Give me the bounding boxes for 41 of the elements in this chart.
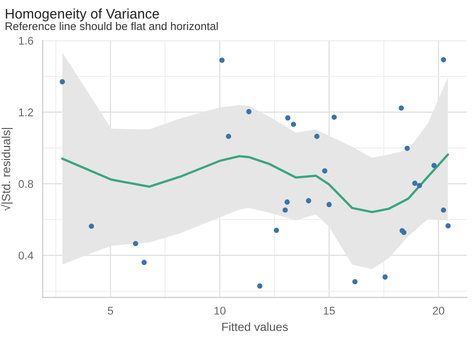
point	[440, 207, 446, 213]
point	[412, 180, 418, 186]
y-tick-label: 0.4	[18, 252, 34, 260]
point	[382, 274, 388, 280]
x-tick-label: 15	[324, 306, 335, 315]
point	[219, 58, 225, 63]
point	[322, 168, 328, 174]
point	[404, 146, 410, 151]
x-axis-title: Fitted values	[222, 322, 288, 332]
point	[142, 260, 147, 265]
point	[274, 228, 280, 233]
point	[306, 198, 312, 204]
point	[257, 283, 262, 289]
x-tick-label: 5	[108, 306, 114, 315]
point	[332, 114, 337, 120]
point	[133, 240, 138, 246]
point	[416, 182, 422, 188]
point	[246, 109, 252, 114]
point	[440, 57, 446, 62]
point	[352, 279, 358, 284]
y-tick-label: 1.2	[19, 108, 34, 116]
point	[285, 115, 290, 120]
chart-subtitle: Reference line should be flat and horizontal	[6, 22, 218, 30]
point	[314, 134, 320, 139]
x-tick-label: 10	[214, 306, 226, 315]
y-tick-label: 1.6	[19, 36, 34, 45]
point	[290, 122, 296, 127]
chart-title: Homogeneity of Variance	[6, 8, 160, 22]
line-series	[61, 153, 449, 214]
point	[282, 207, 288, 213]
x-tick-label: 20	[432, 306, 444, 315]
point	[226, 134, 232, 139]
point	[445, 223, 451, 228]
point	[60, 79, 65, 84]
point	[398, 105, 404, 111]
point	[431, 162, 437, 168]
point	[88, 224, 94, 229]
y-axis-title: √|Std. residuals|	[0, 128, 13, 211]
point	[326, 202, 332, 208]
point	[284, 199, 290, 205]
y-tick-label: 0.8	[18, 180, 34, 188]
